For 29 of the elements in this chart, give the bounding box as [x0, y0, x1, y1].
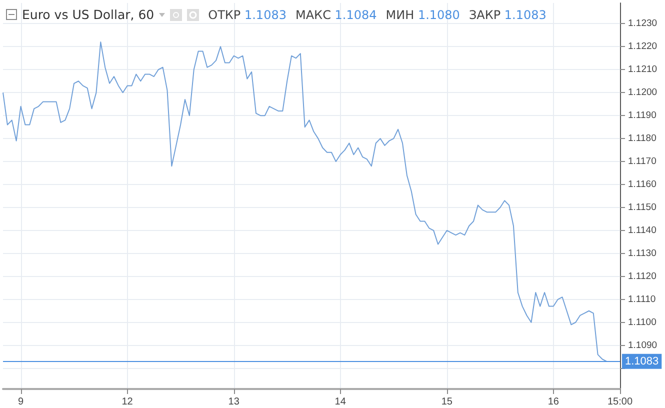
x-tick-label: 13 [228, 396, 240, 408]
y-tick-label: 1.1140 [628, 224, 656, 236]
y-tick-label: 1.1190 [628, 110, 656, 122]
y-tick-label: 1.1220 [628, 41, 658, 52]
y-tick-label: 1.1120 [628, 270, 656, 282]
y-tick-label: 1.1210 [628, 64, 658, 76]
annotation: МАКС 1.1084 [295, 8, 377, 22]
ref-line-label: 1.1083 [625, 355, 659, 368]
x-tick-label: 12 [122, 396, 134, 408]
y-tick-label: 1.1170 [628, 156, 656, 168]
x-tick-label: 16 [548, 396, 560, 408]
y-tick-label: 1.1160 [628, 179, 656, 190]
y-tick-label: 1.1110 [628, 294, 656, 305]
line-series [2, 42, 608, 362]
x-tick-label: 14 [334, 396, 346, 408]
y-tick-label: 1.1200 [628, 87, 658, 98]
annotation: ОТКР 1.1083 [208, 8, 286, 22]
annotation: МИН 1.1080 [386, 8, 460, 22]
y-tick-label: 1.1130 [628, 248, 656, 259]
y-tick-label: 1.1150 [628, 202, 656, 213]
chart-title: Euro vs US Dollar, 60 [22, 7, 154, 22]
y-tick-label: 1.1230 [628, 18, 658, 30]
y-tick-label: 1.1180 [628, 133, 656, 144]
x-tick-label: 15:00 [607, 396, 633, 408]
y-tick-label: 1.1090 [628, 340, 658, 351]
x-tick-label: 15 [441, 396, 453, 408]
annotation: ЗАКР 1.1083 [468, 8, 546, 22]
x-tick-label: 9 [18, 396, 24, 408]
y-tick-label: 1.1100 [628, 316, 656, 328]
